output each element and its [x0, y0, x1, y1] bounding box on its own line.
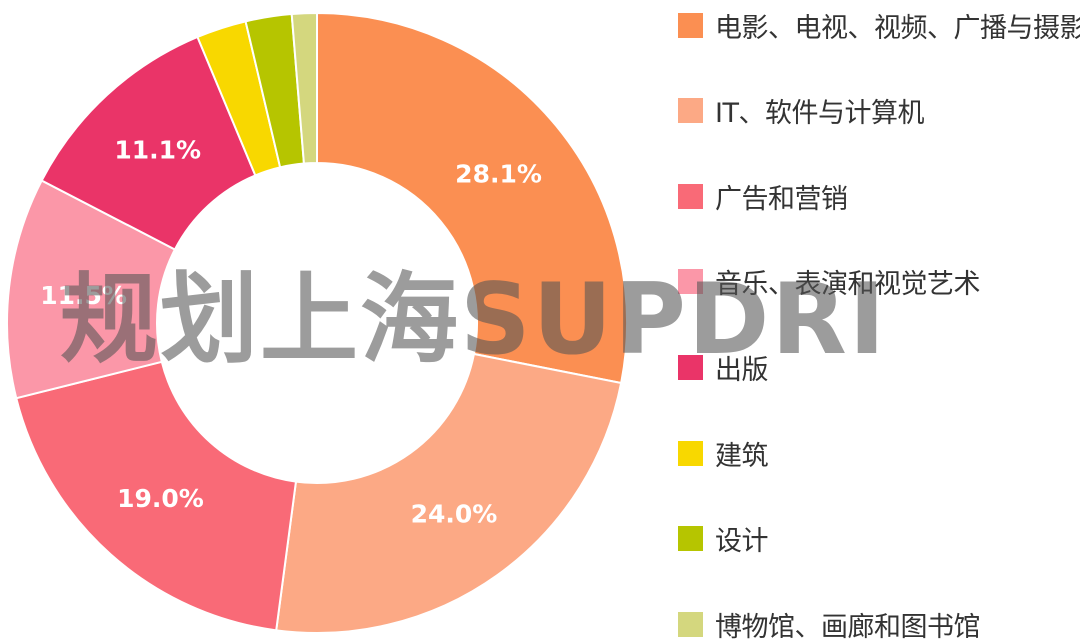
legend-item-3: 广告和营销: [678, 176, 848, 216]
pie-slice-4: [6, 179, 177, 400]
pie-slice-1: [316, 11, 628, 385]
legend-label: 建筑: [715, 440, 769, 472]
slice-data-label-4: 11.5%: [40, 281, 127, 310]
pie-slice-8: [290, 11, 318, 165]
legend-swatch: [678, 12, 703, 38]
legend-label: 博物馆、画廊和图书馆: [715, 611, 981, 640]
legend-swatch: [678, 611, 703, 637]
legend-label: 设计: [715, 526, 769, 558]
legend-item-4: 音乐、表演和视觉艺术: [678, 262, 981, 302]
legend-swatch: [678, 269, 703, 295]
legend-label: 出版: [715, 354, 769, 386]
legend-label: IT、软件与计算机: [715, 98, 924, 130]
legend-item-1: 电影、电视、视频、广播与摄影: [678, 5, 1080, 45]
legend-item-7: 设计: [678, 519, 769, 559]
legend-label: 电影、电视、视频、广播与摄影: [715, 12, 1080, 44]
slice-data-label-3: 19.0%: [117, 484, 204, 513]
slice-data-label-2: 24.0%: [411, 499, 498, 528]
legend-swatch: [678, 354, 703, 380]
legend-item-2: IT、软件与计算机: [678, 91, 924, 131]
chart-legend: 电影、电视、视频、广播与摄影 IT、软件与计算机 广告和营销音乐、表演和视觉艺术 出版…: [678, 0, 1080, 640]
slice-data-label-1: 28.1%: [455, 159, 542, 188]
slice-data-label-5: 11.1%: [114, 136, 201, 165]
legend-label: 广告和营销: [715, 183, 848, 215]
legend-swatch: [678, 526, 703, 552]
legend-swatch: [678, 98, 703, 124]
legend-label: 音乐、表演和视觉艺术: [715, 269, 981, 301]
legend-swatch: [678, 440, 703, 466]
pie-slice-3: [15, 360, 298, 632]
legend-item-8: 博物馆、画廊和图书馆: [678, 604, 981, 640]
pie-slice-2: [275, 352, 623, 634]
legend-item-6: 建筑: [678, 433, 769, 473]
legend-item-5: 出版: [678, 347, 769, 387]
legend-swatch: [678, 183, 703, 209]
donut-chart: 28.1% 24.0% 19.0% 11.5% 11.1%: [6, 11, 628, 634]
